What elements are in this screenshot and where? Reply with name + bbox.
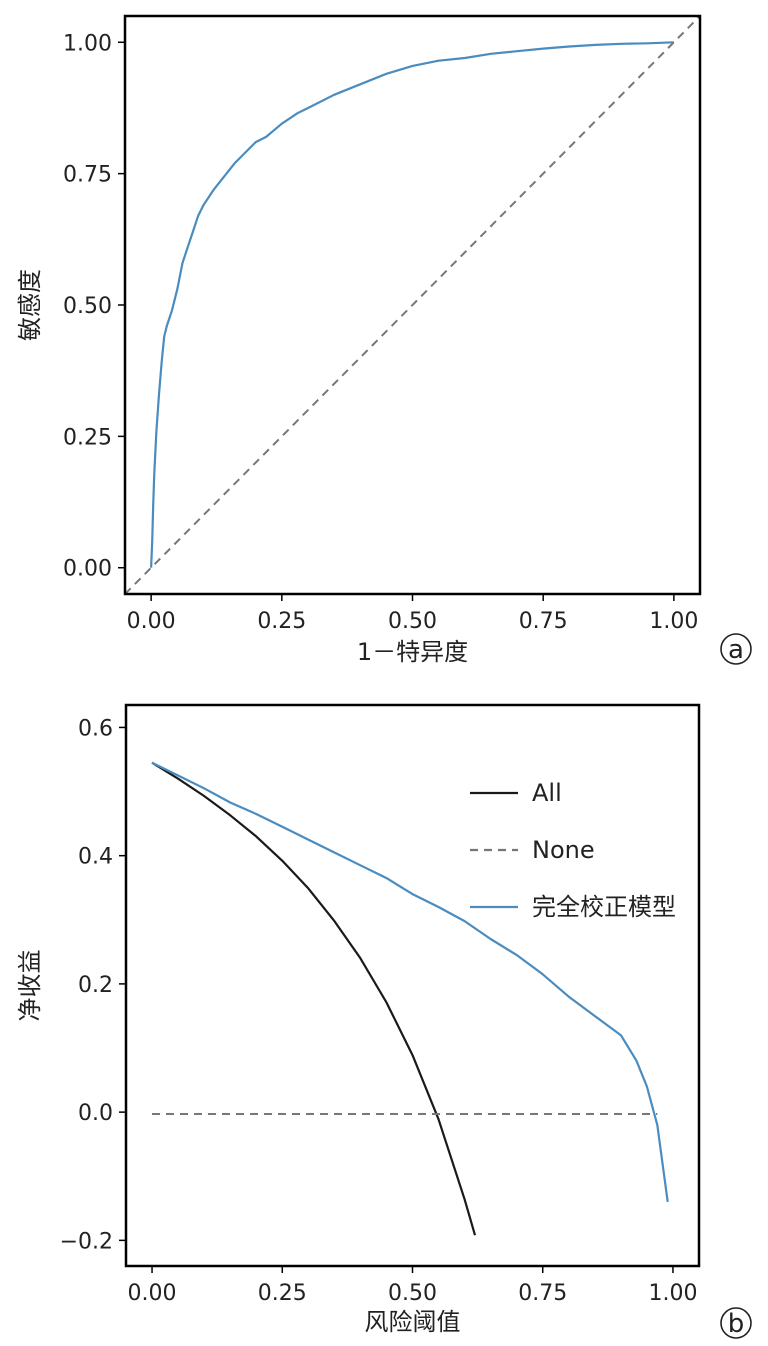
y-tick-label: 1.00 <box>63 31 112 56</box>
x-tick-label: 1.00 <box>649 609 698 634</box>
series-line-完全校正模型 <box>151 761 669 1203</box>
panel-label-circle <box>720 1307 752 1339</box>
chart-panel-b: 0.00 0.25 0.50 0.75 1.00 −0.2 0.0 0.2 0.4 0.6 风险阈值… <box>16 703 752 1339</box>
x-tick-label: 0.00 <box>128 1281 177 1306</box>
plot-frame <box>124 703 701 1268</box>
y-axis-label: 净收益 <box>16 950 44 1022</box>
x-tick-label: 0.25 <box>258 1281 307 1306</box>
panel-label: b <box>728 1309 745 1339</box>
x-tick-label: 0.25 <box>257 609 306 634</box>
legend-label: All <box>532 779 562 807</box>
x-tick-label: 0.75 <box>518 1281 567 1306</box>
y-tick-label: 0.75 <box>63 163 112 188</box>
series-line-All <box>151 761 477 1236</box>
y-tick-label: 0.2 <box>78 973 113 998</box>
y-tick-label: 0.25 <box>63 425 112 450</box>
y-axis-label: 敏感度 <box>16 269 44 341</box>
x-tick-label: 0.50 <box>388 609 437 634</box>
x-tick-label: 0.00 <box>127 609 176 634</box>
y-tick-label: 0.50 <box>63 294 112 319</box>
y-tick-label: −0.2 <box>60 1229 113 1254</box>
plot-frame <box>123 14 702 596</box>
x-tick-label: 0.50 <box>388 1281 437 1306</box>
panel-label-circle <box>720 633 752 665</box>
series-line-reference <box>125 16 700 594</box>
legend-label: None <box>532 836 595 864</box>
legend: All None 完全校正模型 <box>470 779 676 921</box>
x-tick-label: 0.75 <box>519 609 568 634</box>
legend-label: 完全校正模型 <box>532 893 676 921</box>
y-tick-label: 0.4 <box>78 845 113 870</box>
series-line-roc-curve <box>150 41 674 568</box>
y-tick-label: 0.00 <box>63 557 112 582</box>
panel-label: a <box>728 635 744 665</box>
y-tick-label: 0.6 <box>78 716 113 741</box>
x-axis-label: 1－特异度 <box>357 638 468 666</box>
x-tick-label: 1.00 <box>648 1281 697 1306</box>
chart-panel-a: 0.00 0.25 0.50 0.75 1.00 0.00 0.25 0.50 0.75 1.00… <box>16 14 752 666</box>
x-axis-label: 风险阈值 <box>365 1308 461 1336</box>
y-tick-label: 0.0 <box>78 1101 113 1126</box>
